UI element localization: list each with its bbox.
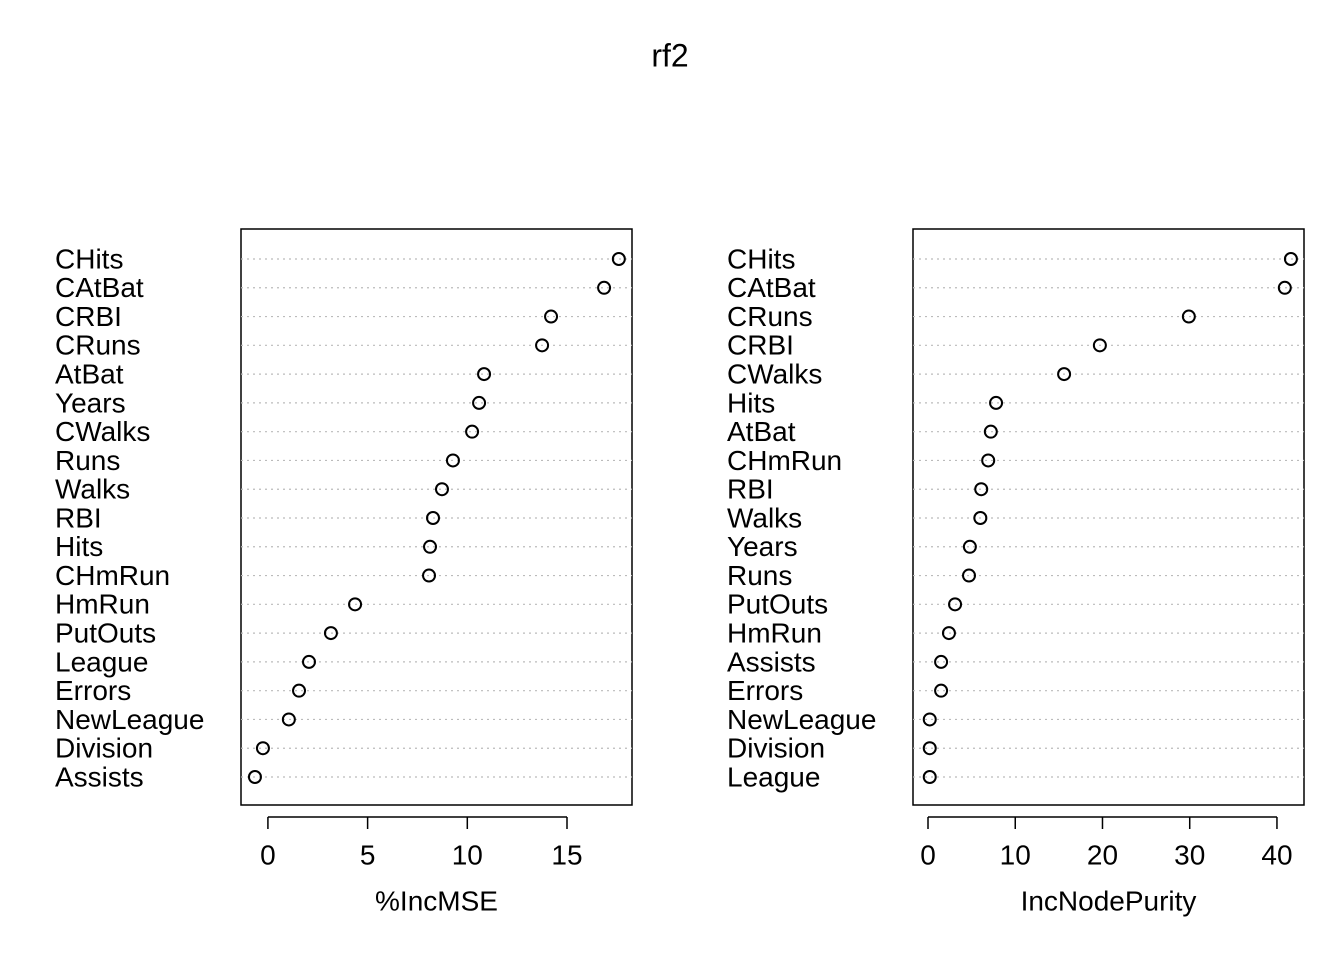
dot: [922, 712, 937, 727]
category-label: Assists: [55, 761, 144, 792]
dot: [962, 539, 977, 554]
category-label: CHmRun: [55, 560, 170, 591]
category-label: League: [727, 761, 820, 792]
dot: [983, 424, 998, 439]
x-tick-label: 20: [1087, 839, 1118, 870]
category-label: Runs: [727, 560, 792, 591]
category-label: Hits: [727, 387, 775, 418]
category-label: Errors: [55, 675, 131, 706]
x-axis-label: IncNodePurity: [1021, 885, 1197, 916]
dot: [611, 252, 626, 266]
dot: [981, 453, 996, 468]
x-tick-label: 40: [1261, 839, 1292, 870]
category-label: CAtBat: [55, 272, 144, 303]
category-label: NewLeague: [55, 704, 204, 735]
dot: [962, 568, 977, 583]
dot: [597, 280, 612, 295]
dot: [465, 424, 480, 439]
category-label: CRuns: [55, 330, 141, 361]
dot: [974, 482, 989, 497]
dot: [472, 395, 487, 410]
x-tick-label: 10: [1000, 839, 1031, 870]
category-label: CWalks: [727, 359, 822, 390]
category-label: PutOuts: [55, 618, 156, 649]
x-tick-label: 10: [452, 839, 483, 870]
category-label: NewLeague: [727, 704, 876, 735]
dot: [544, 309, 559, 324]
x-tick-label: 0: [260, 839, 276, 870]
dot: [426, 511, 441, 525]
chart-title: rf2: [651, 37, 688, 73]
category-label: CRBI: [727, 330, 794, 361]
category-label: RBI: [55, 502, 102, 533]
category-label: League: [55, 646, 148, 677]
dot: [1277, 280, 1292, 295]
category-label: RBI: [727, 474, 774, 505]
dot: [247, 770, 262, 784]
x-tick-label: 15: [551, 839, 582, 870]
category-label: PutOuts: [727, 589, 828, 620]
category-label: Hits: [55, 531, 103, 562]
dot: [281, 712, 296, 727]
dot: [922, 770, 937, 784]
category-label: Assists: [727, 646, 816, 677]
category-label: CHits: [727, 243, 795, 274]
dot: [477, 367, 492, 382]
category-label: Errors: [727, 675, 803, 706]
category-label: CAtBat: [727, 272, 816, 303]
dot: [1057, 367, 1072, 382]
dot: [292, 683, 307, 698]
dot: [1181, 309, 1196, 324]
dot: [348, 597, 363, 612]
category-label: Years: [55, 387, 126, 418]
category-label: Runs: [55, 445, 120, 476]
dot: [422, 568, 437, 583]
dot: [1092, 338, 1107, 353]
x-tick-label: 30: [1174, 839, 1205, 870]
dot: [445, 453, 460, 468]
category-label: CWalks: [55, 416, 150, 447]
dot: [948, 597, 963, 612]
category-label: CHmRun: [727, 445, 842, 476]
category-label: Division: [727, 733, 825, 764]
dot: [922, 741, 937, 756]
dot: [989, 395, 1004, 410]
plot-frame: [912, 228, 1305, 806]
dot: [941, 626, 956, 641]
dot: [934, 654, 949, 669]
category-label: Walks: [55, 474, 130, 505]
category-label: CRuns: [727, 301, 813, 332]
category-label: AtBat: [55, 359, 124, 390]
plot-frame: [240, 228, 633, 806]
category-label: HmRun: [55, 589, 150, 620]
dot: [973, 511, 988, 525]
category-label: Division: [55, 733, 153, 764]
x-tick-label: 0: [920, 839, 936, 870]
category-label: HmRun: [727, 618, 822, 649]
dot: [934, 683, 949, 698]
x-axis-label: %IncMSE: [375, 885, 498, 916]
dot: [301, 654, 316, 669]
dot: [535, 338, 550, 353]
dot: [323, 626, 338, 641]
dot: [255, 741, 270, 756]
x-tick-label: 5: [360, 839, 376, 870]
category-label: CRBI: [55, 301, 122, 332]
dot: [1283, 252, 1298, 266]
category-label: Years: [727, 531, 798, 562]
dot: [423, 539, 438, 554]
category-label: AtBat: [727, 416, 796, 447]
category-label: CHits: [55, 243, 123, 274]
dot: [434, 482, 449, 497]
category-label: Walks: [727, 502, 802, 533]
